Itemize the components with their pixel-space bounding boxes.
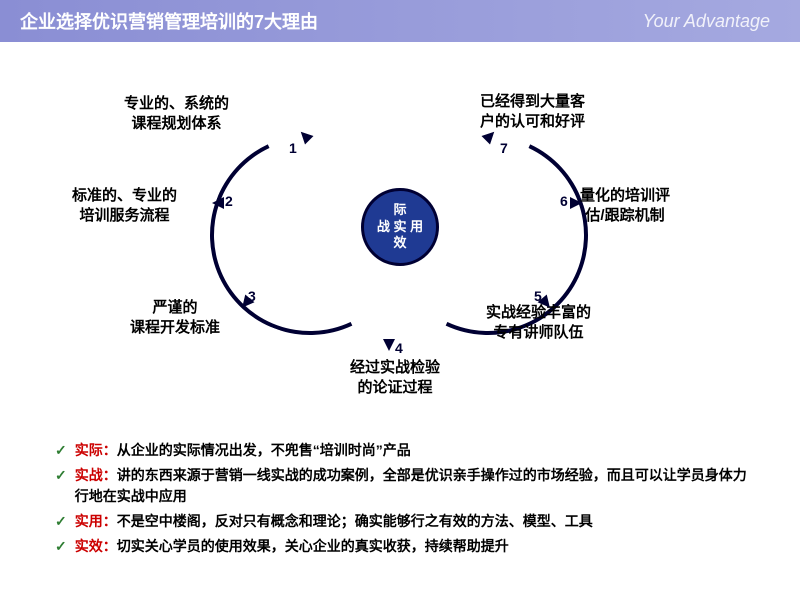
node-number-6: 6	[560, 193, 568, 209]
arrow-icon-4	[383, 339, 395, 351]
node-label-4: 经过实战检验的论证过程	[350, 358, 440, 397]
node-number-7: 7	[500, 140, 508, 156]
node-label-5: 实战经验丰富的专有讲师队伍	[486, 303, 591, 342]
bullet-key: 实际：	[75, 442, 117, 458]
bullet-row: ✓ 实效：切实关心学员的使用效果，关心企业的真实收获，持续帮助提升	[55, 536, 755, 557]
node-number-4: 4	[395, 340, 403, 356]
check-icon: ✓	[55, 511, 67, 532]
check-icon: ✓	[55, 536, 67, 557]
page-title: 企业选择优识营销管理培训的7大理由	[20, 8, 318, 34]
bullet-row: ✓ 实际：从企业的实际情况出发，不兜售“培训时尚”产品	[55, 440, 755, 461]
bullet-key: 实效：	[75, 538, 117, 554]
bullet-text: 实用：不是空中楼阁，反对只有概念和理论；确实能够行之有效的方法、模型、工具	[75, 511, 755, 532]
node-label-7: 已经得到大量客户的认可和好评	[480, 92, 585, 131]
center-text: 际 战 实 用 效	[377, 202, 423, 253]
arrow-icon-6	[570, 197, 582, 209]
check-icon: ✓	[55, 440, 67, 461]
tagline: Your Advantage	[643, 11, 770, 32]
center-line1: 际	[393, 202, 406, 217]
center-circle: 际 战 实 用 效	[361, 188, 439, 266]
node-label-6: 量化的培训评估/跟踪机制	[580, 186, 670, 225]
bullet-key: 实战：	[75, 467, 117, 483]
node-label-1: 专业的、系统的课程规划体系	[124, 94, 229, 133]
bullet-row: ✓ 实用：不是空中楼阁，反对只有概念和理论；确实能够行之有效的方法、模型、工具	[55, 511, 755, 532]
node-number-1: 1	[289, 140, 297, 156]
circular-diagram: 际 战 实 用 效 1专业的、系统的课程规划体系2标准的、专业的培训服务流程3严…	[0, 60, 800, 410]
arrow-icon-2	[212, 197, 224, 209]
bullet-text: 实战：讲的东西来源于营销一线实战的成功案例，全部是优识亲手操作过的市场经验，而且…	[75, 465, 755, 507]
center-line3: 效	[393, 235, 406, 250]
node-label-2: 标准的、专业的培训服务流程	[72, 186, 177, 225]
bullet-row: ✓ 实战：讲的东西来源于营销一线实战的成功案例，全部是优识亲手操作过的市场经验，而…	[55, 465, 755, 507]
check-icon: ✓	[55, 465, 67, 486]
center-line2: 战 实 用	[377, 219, 423, 234]
node-number-2: 2	[225, 193, 233, 209]
node-label-3: 严谨的课程开发标准	[130, 298, 220, 337]
bullet-text: 实际：从企业的实际情况出发，不兜售“培训时尚”产品	[75, 440, 755, 461]
bullet-text: 实效：切实关心学员的使用效果，关心企业的真实收获，持续帮助提升	[75, 536, 755, 557]
bullet-key: 实用：	[75, 513, 117, 529]
header-bar: 企业选择优识营销管理培训的7大理由 Your Advantage	[0, 0, 800, 42]
bullet-list: ✓ 实际：从企业的实际情况出发，不兜售“培训时尚”产品 ✓ 实战：讲的东西来源于营销一…	[55, 440, 755, 561]
